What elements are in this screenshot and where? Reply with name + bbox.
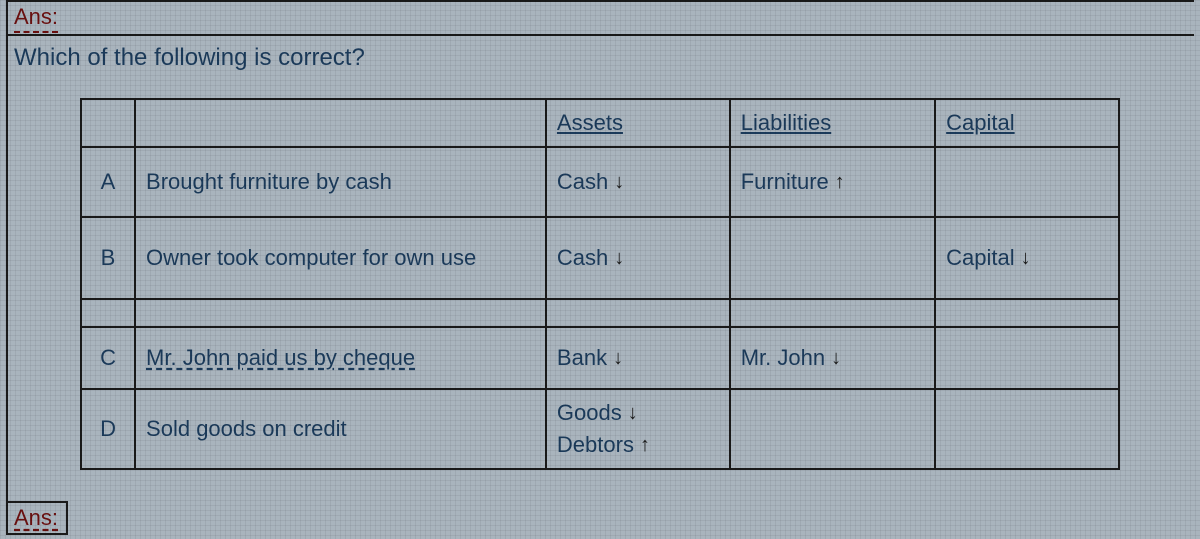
description-text: Sold goods on credit — [146, 416, 347, 441]
table-header-row: Assets Liabilities Capital — [81, 99, 1119, 147]
cell-content: Mr. John ↓ — [741, 345, 924, 371]
header-blank-letter — [81, 99, 135, 147]
divider-under-ans — [6, 34, 1194, 36]
header-blank-desc — [135, 99, 546, 147]
entry-item: Capital ↓ — [946, 245, 1030, 271]
option-description: Brought furniture by cash — [135, 147, 546, 217]
ans-bottom-container: Ans: — [6, 501, 68, 535]
page-left-border — [6, 0, 8, 505]
option-letter: A — [81, 147, 135, 217]
liabilities-cell — [730, 217, 935, 299]
cell-content: Cash ↓ — [557, 169, 719, 195]
option-description: Sold goods on credit — [135, 389, 546, 469]
entry-item: Mr. John ↓ — [741, 345, 841, 371]
arrow-down-icon: ↓ — [628, 403, 638, 423]
table-row: BOwner took computer for own useCash↓Cap… — [81, 217, 1119, 299]
liabilities-cell — [730, 389, 935, 469]
entry-item: Debtors ↑ — [557, 432, 650, 458]
header-capital: Capital — [935, 99, 1119, 147]
cell-content: Goods ↓ Debtors ↑ — [557, 400, 719, 458]
table-row: A Brought furniture by cash Cash ↓ Furniture… — [81, 147, 1119, 217]
description-text: Owner took computer for own use — [146, 245, 476, 270]
capital-cell — [935, 327, 1119, 389]
entry-item: Goods ↓ — [557, 400, 638, 426]
entry-text: Cash — [557, 245, 608, 271]
capital-cell — [935, 147, 1119, 217]
liabilities-cell: Furniture ↑ — [730, 147, 935, 217]
spacer-cell — [730, 299, 935, 327]
assets-cell: Goods ↓ Debtors ↑ — [546, 389, 730, 469]
capital-cell — [935, 389, 1119, 469]
spacer-cell — [81, 299, 135, 327]
question-text: Which of the following is correct? — [14, 44, 365, 72]
arrow-down-icon: ↓ — [613, 348, 623, 368]
entry-item: Cash ↓ — [557, 245, 624, 271]
entry-item: Bank ↓ — [557, 345, 623, 371]
assets-cell: Bank ↓ — [546, 327, 730, 389]
assets-cell: Cash ↓ — [546, 147, 730, 217]
page-top-border — [6, 0, 1194, 2]
accounting-table: Assets Liabilities Capital A Brought furn… — [80, 98, 1120, 470]
cell-content: Cash ↓ — [557, 245, 719, 271]
option-description: Owner took computer for own use — [135, 217, 546, 299]
option-letter: B — [81, 217, 135, 299]
arrow-up-icon: ↑ — [835, 172, 845, 192]
table-row: D Sold goods on credit Goods ↓ Debtors ↑ — [81, 389, 1119, 469]
ans-label-bottom: Ans: — [8, 501, 68, 535]
entry-text: Goods — [557, 400, 622, 426]
arrow-down-icon: ↓ — [1021, 248, 1031, 268]
assets-cell: Cash ↓ — [546, 217, 730, 299]
entry-text: Bank — [557, 345, 607, 371]
header-assets: Assets — [546, 99, 730, 147]
description-text: Brought furniture by cash — [146, 169, 392, 194]
table-row: CMr. John paid us by chequeBank↓Mr. John… — [81, 327, 1119, 389]
entry-text: Furniture — [741, 169, 829, 195]
entry-text: Debtors — [557, 432, 634, 458]
arrow-down-icon: ↓ — [614, 248, 624, 268]
entry-text: Mr. John — [741, 345, 825, 371]
option-letter: D — [81, 389, 135, 469]
cell-content: Bank ↓ — [557, 345, 719, 371]
capital-cell: Capital ↓ — [935, 217, 1119, 299]
cell-content: Capital ↓ — [946, 245, 1108, 271]
arrow-down-icon: ↓ — [614, 172, 624, 192]
ans-label-top: Ans: — [14, 4, 58, 33]
cell-content: Furniture ↑ — [741, 169, 924, 195]
entry-text: Cash — [557, 169, 608, 195]
arrow-up-icon: ↑ — [640, 435, 650, 455]
entry-text: Capital — [946, 245, 1014, 271]
header-liabilities: Liabilities — [730, 99, 935, 147]
spacer-cell — [135, 299, 546, 327]
arrow-down-icon: ↓ — [831, 348, 841, 368]
entry-item: Cash ↓ — [557, 169, 624, 195]
option-letter: C — [81, 327, 135, 389]
row-spacer — [81, 299, 1119, 327]
option-description: Mr. John paid us by cheque — [135, 327, 546, 389]
spacer-cell — [546, 299, 730, 327]
entry-item: Furniture ↑ — [741, 169, 845, 195]
liabilities-cell: Mr. John ↓ — [730, 327, 935, 389]
spacer-cell — [935, 299, 1119, 327]
description-text: Mr. John paid us by cheque — [146, 345, 415, 370]
